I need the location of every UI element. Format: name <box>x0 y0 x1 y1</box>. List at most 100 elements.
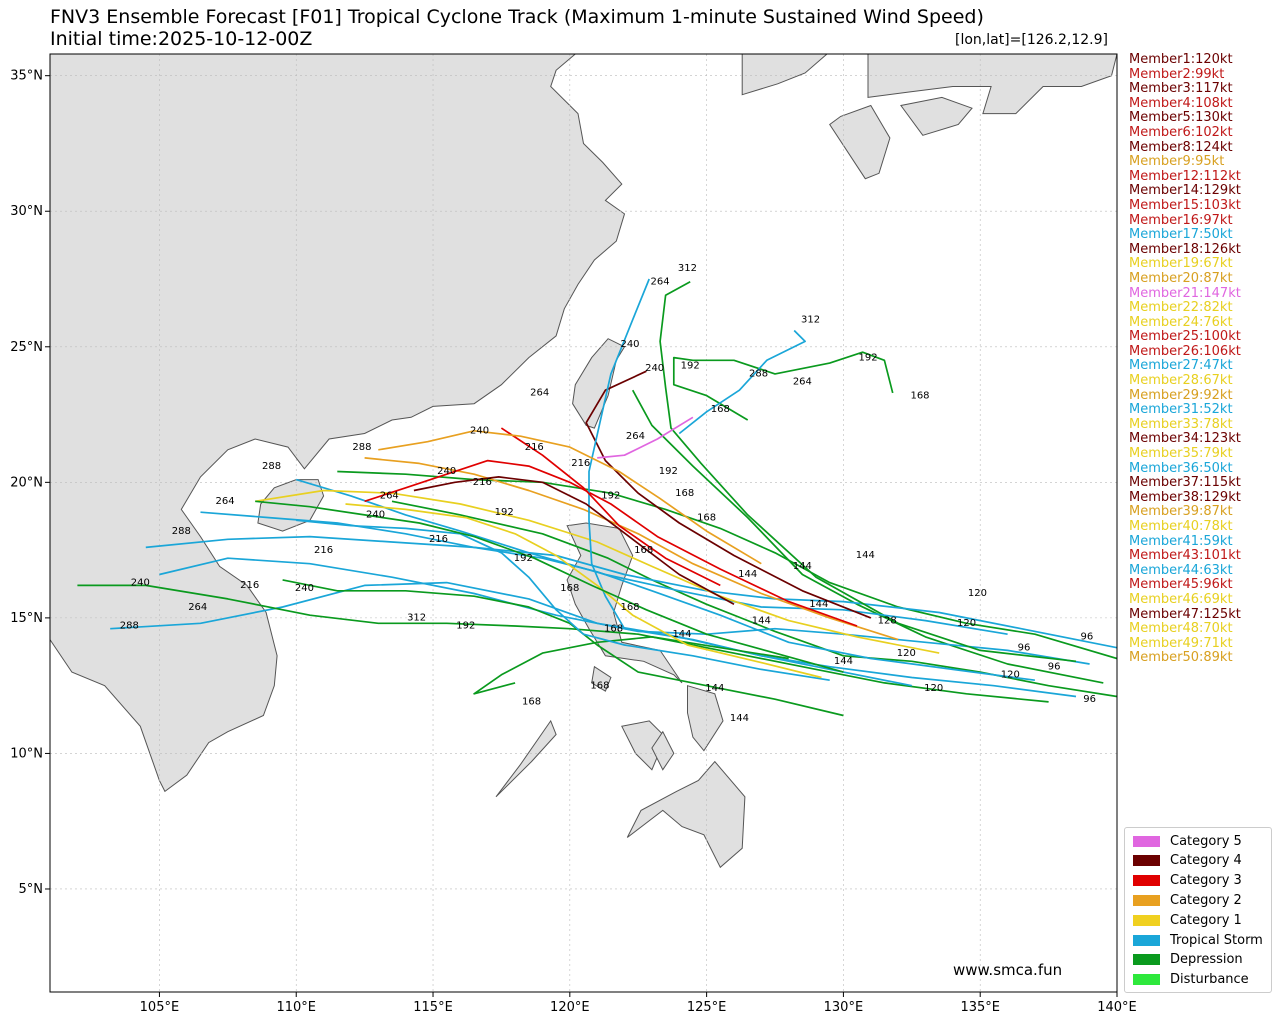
legend-swatch <box>1133 855 1160 867</box>
track-hour-label: 264 <box>626 431 645 442</box>
track-hour-label: 192 <box>456 621 475 632</box>
track-line <box>473 636 789 695</box>
track-hour-label: 192 <box>495 507 514 518</box>
member-entry: Member31:52kt <box>1129 402 1233 418</box>
member-entry: Member33:78kt <box>1129 416 1233 432</box>
track-hour-label: 216 <box>571 458 590 469</box>
member-entry: Member26:106kt <box>1129 343 1241 359</box>
member-entry: Member25:100kt <box>1129 329 1241 345</box>
y-tick-label: 35°N <box>10 69 43 84</box>
member-entry: Member21:147kt <box>1129 285 1241 301</box>
track-hour-label: 240 <box>437 466 456 477</box>
track-hour-label: 288 <box>120 621 139 632</box>
land-polygon <box>572 338 626 429</box>
track-hour-label: 144 <box>793 561 812 572</box>
legend: Category 5 Category 4 Category 3 Category 2… <box>1124 827 1272 993</box>
track-line <box>364 459 858 627</box>
land-polygon <box>626 760 746 869</box>
track-hour-label: 168 <box>711 404 730 415</box>
land-polygon <box>591 665 612 692</box>
track-line <box>659 280 1077 663</box>
track-hour-label: 120 <box>968 588 987 599</box>
member-entry: Member28:67kt <box>1129 373 1233 389</box>
member-entry: Member16:97kt <box>1129 212 1233 228</box>
track-hour-label: 192 <box>681 360 700 371</box>
land-polygon <box>829 104 891 180</box>
member-entry: Member24:76kt <box>1129 314 1233 330</box>
track-hour-label: 120 <box>924 683 943 694</box>
track-line <box>631 389 1104 684</box>
track-line <box>588 278 912 687</box>
x-tick-label: 140°E <box>1097 1000 1137 1015</box>
track-hour-label: 168 <box>634 545 653 556</box>
track-line <box>77 584 1049 703</box>
member-entry: Member5:130kt <box>1129 110 1233 126</box>
legend-swatch <box>1133 974 1160 986</box>
legend-label: Disturbance <box>1170 972 1249 988</box>
member-entry: Member18:126kt <box>1129 241 1241 257</box>
track-line <box>500 427 721 587</box>
track-hour-label: 192 <box>514 553 533 564</box>
track-hour-label: 264 <box>188 602 207 613</box>
land-polygon <box>495 719 557 798</box>
member-entry: Member2:99kt <box>1129 66 1225 82</box>
member-entry: Member37:115kt <box>1129 475 1241 491</box>
legend-item: Depression <box>1133 952 1243 968</box>
legend-label: Depression <box>1170 952 1243 968</box>
member-entry: Member17:50kt <box>1129 227 1233 243</box>
track-hour-label: 216 <box>429 534 448 545</box>
member-entry: Member29:92kt <box>1129 387 1233 403</box>
legend-item: Category 5 <box>1133 833 1242 849</box>
track-hour-label: 264 <box>216 496 235 507</box>
member-entry: Member22:82kt <box>1129 300 1233 316</box>
track-hour-label: 144 <box>834 656 853 667</box>
track-hour-label: 144 <box>856 550 875 561</box>
track-hour-label: 264 <box>651 276 670 287</box>
x-tick-label: 110°E <box>276 1000 316 1015</box>
track-hour-label: 264 <box>793 377 812 388</box>
y-tick-label: 25°N <box>10 340 43 355</box>
track-hour-label: 312 <box>407 613 426 624</box>
land-polygon <box>867 54 1117 115</box>
lonlat-readout: [lon,lat]=[126.2,12.9] <box>954 32 1108 48</box>
y-tick-label: 30°N <box>10 204 43 219</box>
member-entry: Member6:102kt <box>1129 124 1233 140</box>
land-polygon <box>741 54 828 96</box>
legend-item: Disturbance <box>1133 972 1249 988</box>
legend-label: Category 4 <box>1170 853 1242 869</box>
legend-item: Category 1 <box>1133 912 1242 928</box>
legend-label: Category 5 <box>1170 833 1242 849</box>
legend-label: Category 3 <box>1170 873 1242 889</box>
member-entry: Member50:89kt <box>1129 650 1233 666</box>
member-entry: Member1:120kt <box>1129 52 1233 67</box>
track-hour-label: 240 <box>295 583 314 594</box>
legend-item: Category 2 <box>1133 892 1242 908</box>
track-hour-label: 120 <box>897 648 916 659</box>
track-hour-label: 168 <box>590 680 609 691</box>
track-hour-label: 192 <box>601 491 620 502</box>
land-polygon <box>50 54 626 793</box>
y-tick-label: 10°N <box>10 746 43 761</box>
track-line <box>364 457 899 641</box>
x-tick-label: 125°E <box>687 1000 727 1015</box>
member-entry: Member46:69kt <box>1129 591 1233 607</box>
member-entry: Member48:70kt <box>1129 621 1233 637</box>
x-tick-label: 105°E <box>140 1000 180 1015</box>
track-hour-label: 240 <box>366 510 385 521</box>
member-entry: Member39:87kt <box>1129 504 1233 520</box>
y-axis: 5°N 10°N 15°N 20°N 25°N 30°N 35°N <box>10 69 50 897</box>
member-entry: Member38:129kt <box>1129 489 1241 505</box>
track-line <box>378 429 762 565</box>
y-tick-label: 15°N <box>10 611 43 626</box>
track-hour-label: 144 <box>705 683 724 694</box>
track-hour-label: 240 <box>620 339 639 350</box>
track-hour-label: 216 <box>473 477 492 488</box>
land-polygon <box>900 96 973 136</box>
track-hour-label: 288 <box>172 526 191 537</box>
track-hour-label: 168 <box>522 697 541 708</box>
member-entry: Member49:71kt <box>1129 635 1233 651</box>
plot-frame <box>49 53 1118 993</box>
x-tick-label: 115°E <box>413 1000 453 1015</box>
track-hour-label: 168 <box>620 602 639 613</box>
legend-label: Category 2 <box>1170 892 1242 908</box>
